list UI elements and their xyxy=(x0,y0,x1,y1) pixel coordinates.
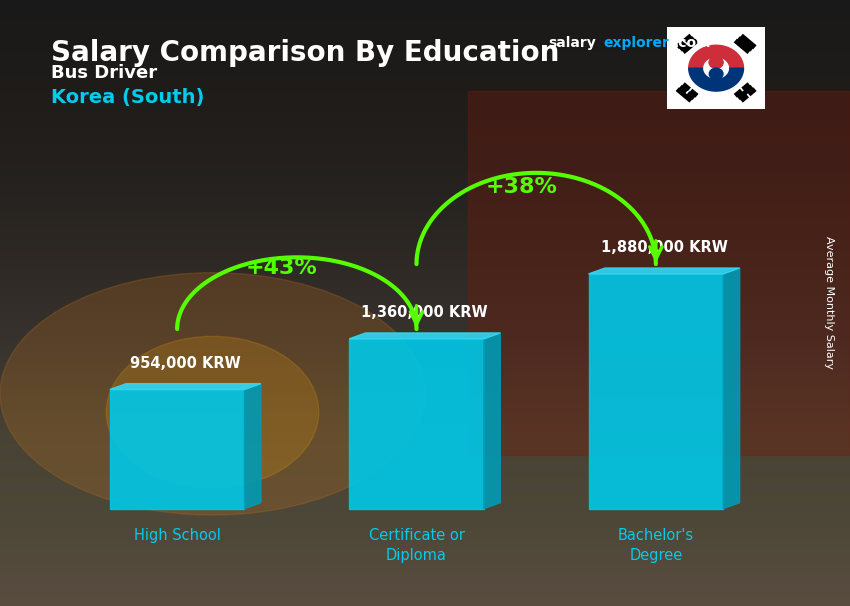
Ellipse shape xyxy=(0,273,425,515)
Text: salary: salary xyxy=(548,36,596,50)
Text: explorer: explorer xyxy=(604,36,670,50)
Text: Korea (South): Korea (South) xyxy=(51,88,204,107)
Text: Certificate or
Diploma: Certificate or Diploma xyxy=(369,528,464,563)
Bar xyxy=(349,339,484,508)
Polygon shape xyxy=(484,333,501,508)
Text: 1,360,000 KRW: 1,360,000 KRW xyxy=(361,305,488,320)
Text: 1,880,000 KRW: 1,880,000 KRW xyxy=(601,240,728,255)
Bar xyxy=(588,274,723,508)
Circle shape xyxy=(709,68,723,79)
Text: Average Monthly Salary: Average Monthly Salary xyxy=(824,236,834,370)
Ellipse shape xyxy=(106,336,319,488)
Text: High School: High School xyxy=(133,528,221,543)
Text: Salary Comparison By Education: Salary Comparison By Education xyxy=(51,39,559,67)
Polygon shape xyxy=(588,268,740,274)
Bar xyxy=(110,390,245,508)
Text: Bachelor's
Degree: Bachelor's Degree xyxy=(618,528,694,563)
Text: +43%: +43% xyxy=(246,258,318,278)
Text: Bus Driver: Bus Driver xyxy=(51,64,157,82)
Bar xyxy=(468,91,850,454)
Text: .com: .com xyxy=(674,36,711,50)
Polygon shape xyxy=(245,384,261,508)
Circle shape xyxy=(709,57,723,68)
Polygon shape xyxy=(688,68,744,91)
Text: +38%: +38% xyxy=(485,176,557,196)
Polygon shape xyxy=(349,333,501,339)
Polygon shape xyxy=(688,45,744,68)
Polygon shape xyxy=(110,384,261,390)
Text: 954,000 KRW: 954,000 KRW xyxy=(130,356,241,371)
Circle shape xyxy=(709,57,723,68)
Polygon shape xyxy=(723,268,740,508)
